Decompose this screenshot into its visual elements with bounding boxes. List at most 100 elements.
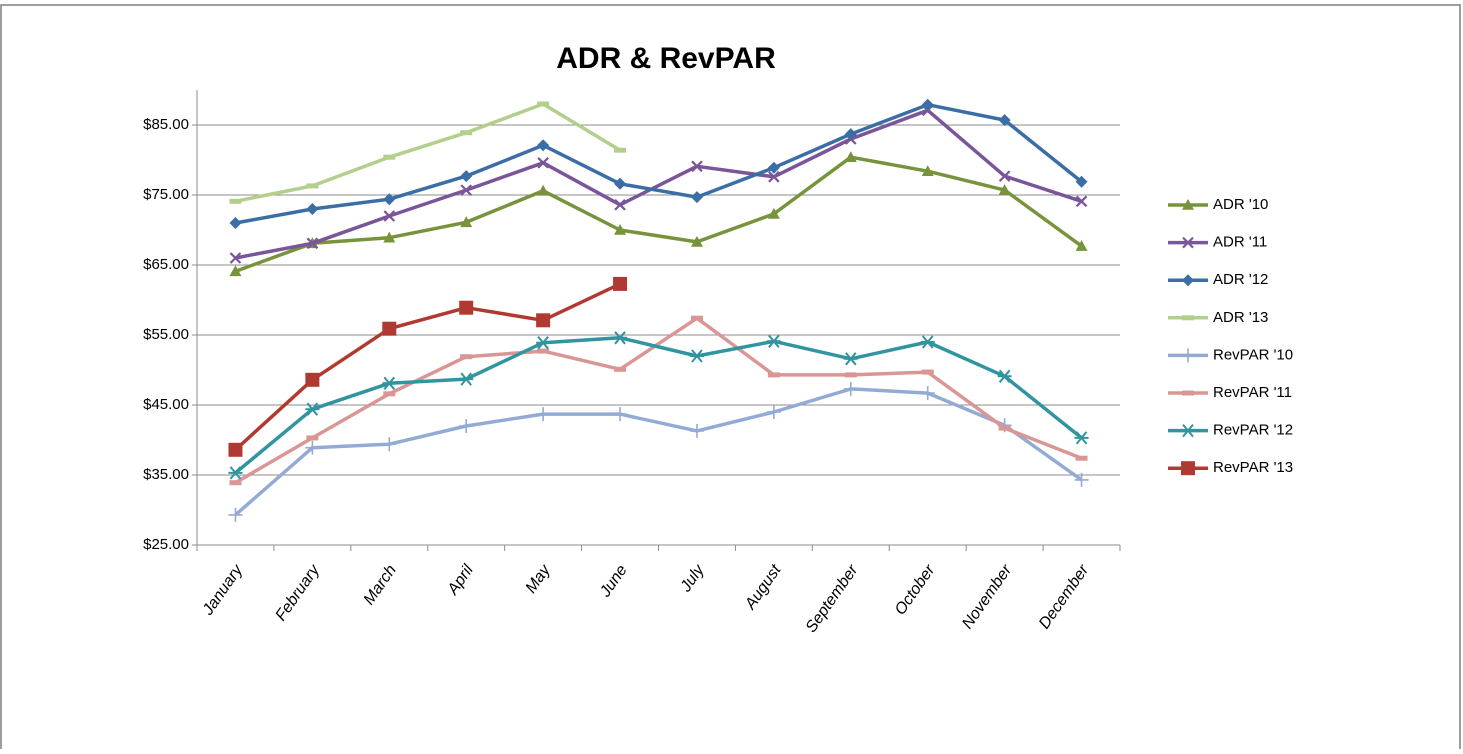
marker <box>613 276 628 291</box>
y-tick-label: $75.00 <box>143 186 189 203</box>
marker <box>613 407 628 422</box>
marker <box>460 184 472 196</box>
y-tick-label: $45.00 <box>143 396 189 413</box>
marker <box>689 349 704 363</box>
legend-label: ADR '12 <box>1213 271 1268 288</box>
marker <box>229 217 242 229</box>
legend-label: RevPAR '10 <box>1213 346 1293 363</box>
marker <box>843 381 858 396</box>
marker <box>614 147 627 153</box>
marker <box>305 402 320 416</box>
series-line <box>234 282 621 452</box>
legend-label: RevPAR '12 <box>1213 422 1293 439</box>
marker <box>1182 390 1194 396</box>
marker <box>459 300 474 315</box>
y-tick-label: $55.00 <box>143 326 189 343</box>
marker <box>1181 461 1195 476</box>
marker <box>306 237 319 250</box>
marker <box>229 480 242 486</box>
marker <box>1075 175 1088 188</box>
marker <box>536 407 551 422</box>
marker <box>613 331 628 345</box>
marker <box>614 366 627 372</box>
marker <box>691 160 703 173</box>
y-tick-label: $25.00 <box>143 536 189 553</box>
chart-frame <box>0 4 1461 751</box>
series-line <box>235 108 1083 260</box>
marker <box>229 265 242 277</box>
marker <box>1182 199 1194 210</box>
series-line <box>235 102 1083 225</box>
marker <box>767 161 780 174</box>
series-line <box>234 155 1083 273</box>
marker <box>614 199 626 211</box>
marker <box>998 425 1011 431</box>
marker <box>920 335 935 349</box>
marker <box>1074 472 1089 487</box>
marker <box>459 372 474 386</box>
marker <box>766 334 781 348</box>
marker <box>690 315 703 321</box>
marker <box>228 442 243 457</box>
marker <box>767 372 780 378</box>
marker <box>460 216 473 228</box>
marker <box>306 203 319 215</box>
y-tick-label: $35.00 <box>143 466 189 483</box>
marker <box>768 171 780 183</box>
marker <box>382 376 397 390</box>
series-line <box>235 102 621 204</box>
marker <box>1182 236 1194 249</box>
marker <box>229 198 242 204</box>
marker <box>767 207 780 219</box>
marker <box>459 419 474 433</box>
legend-label: ADR '13 <box>1213 309 1268 326</box>
marker <box>689 423 704 438</box>
marker <box>536 313 551 328</box>
marker <box>843 352 858 366</box>
legend-label: ADR '11 <box>1213 234 1267 251</box>
marker <box>1182 315 1194 321</box>
marker <box>998 114 1011 127</box>
marker <box>690 235 703 247</box>
marker <box>1075 455 1088 461</box>
marker <box>383 154 396 160</box>
marker <box>460 130 473 136</box>
marker <box>537 348 550 354</box>
marker <box>998 170 1011 182</box>
marker <box>921 369 934 375</box>
marker <box>536 336 551 350</box>
legend-label: RevPAR '11 <box>1213 384 1292 401</box>
marker <box>382 437 397 452</box>
marker <box>305 372 320 387</box>
marker <box>844 128 857 141</box>
marker <box>383 231 396 243</box>
marker <box>537 101 550 107</box>
marker <box>1075 195 1088 208</box>
marker <box>228 466 243 480</box>
marker <box>382 321 397 336</box>
marker <box>1181 348 1195 363</box>
marker <box>228 507 243 522</box>
marker <box>997 369 1012 383</box>
marker <box>1075 240 1088 251</box>
legend-label: ADR '10 <box>1213 196 1268 213</box>
marker <box>844 151 857 162</box>
marker <box>306 183 319 189</box>
marker <box>383 210 396 222</box>
y-tick-label: $65.00 <box>143 256 189 273</box>
series-line <box>234 316 1083 485</box>
marker <box>306 435 319 441</box>
marker <box>460 354 473 360</box>
marker <box>1074 431 1089 445</box>
marker <box>1181 423 1195 438</box>
y-tick-label: $85.00 <box>143 116 189 133</box>
legend-label: RevPAR '13 <box>1213 459 1293 476</box>
marker <box>998 184 1011 195</box>
marker <box>1182 274 1194 287</box>
series-line <box>234 387 1083 517</box>
marker <box>383 391 396 397</box>
marker <box>921 98 934 111</box>
marker <box>537 157 549 169</box>
marker <box>537 139 550 152</box>
